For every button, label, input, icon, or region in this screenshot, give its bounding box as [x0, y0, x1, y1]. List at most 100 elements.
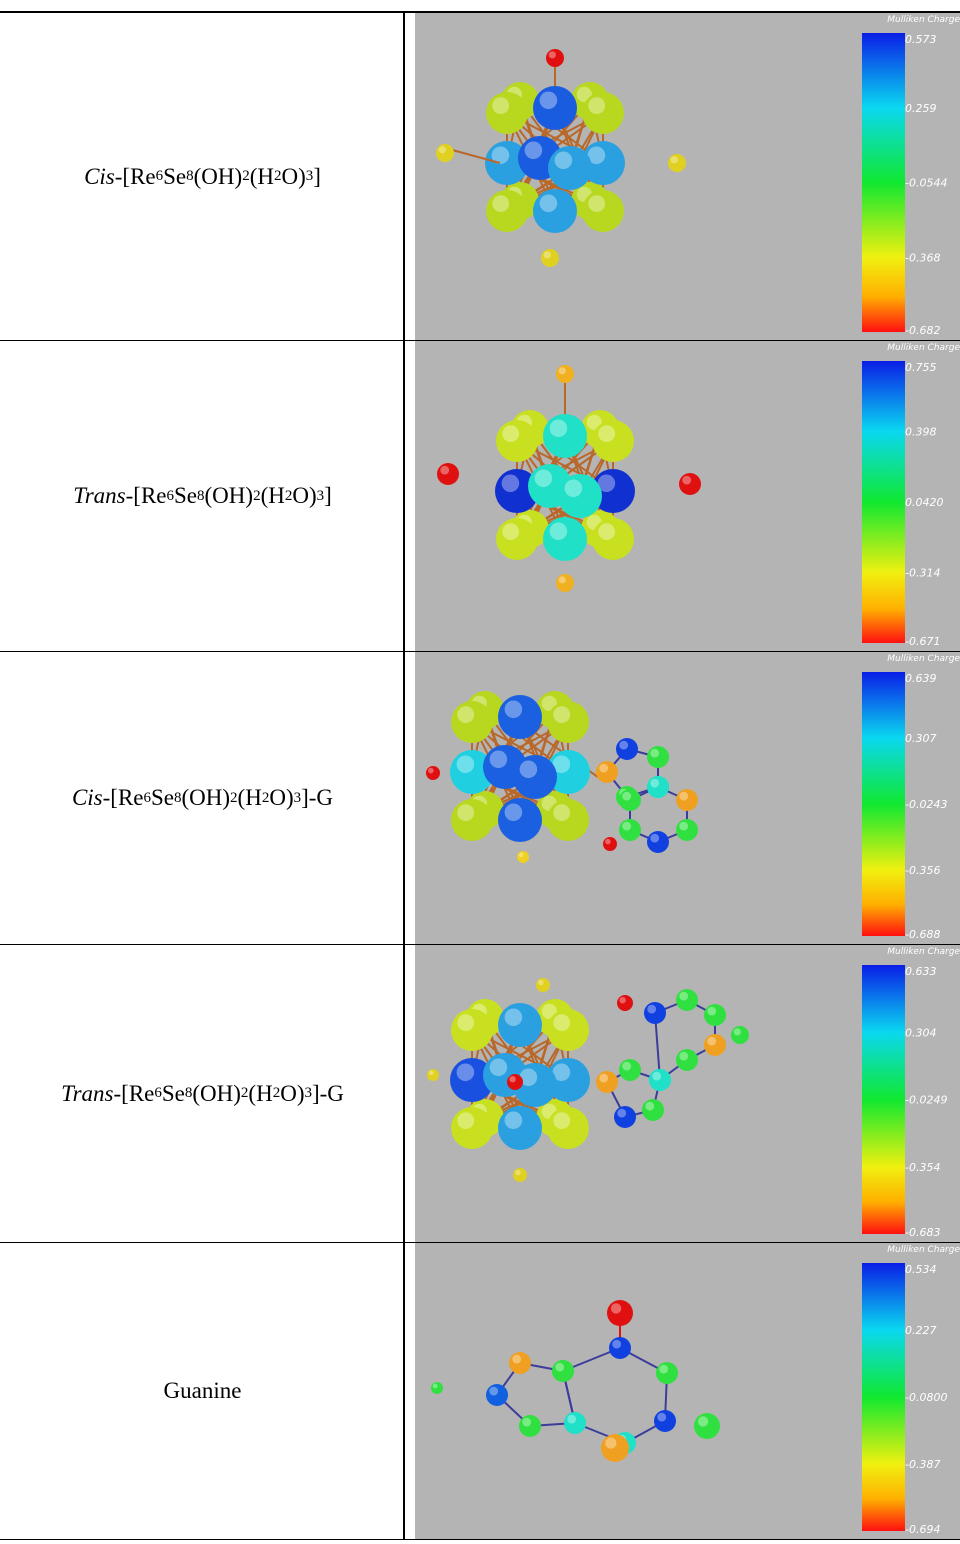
atom: [556, 574, 574, 592]
atom: [513, 755, 557, 799]
atom: [601, 1434, 629, 1462]
label-subscript: 2: [230, 790, 238, 807]
label-text: Se: [174, 483, 197, 509]
atom: [647, 746, 669, 768]
colorbar-tick-label: 0.755: [905, 361, 937, 374]
atom: [498, 1003, 542, 1047]
label-subscript: 2: [274, 168, 282, 185]
colorbar-tick-label: 0.398: [905, 426, 937, 439]
atom-highlight: [457, 804, 474, 821]
atom-highlight: [505, 1009, 523, 1027]
atom-highlight: [457, 1112, 474, 1129]
atom: [642, 1099, 664, 1121]
label-italic: Trans: [61, 1081, 113, 1107]
atom: [426, 766, 440, 780]
atom: [676, 819, 698, 841]
atom-highlight: [490, 751, 508, 769]
atom: [607, 1300, 633, 1326]
atom-highlight: [567, 1415, 576, 1424]
colorbar-tick-label: -0.356: [905, 864, 940, 877]
label-italic: Cis: [84, 164, 115, 190]
atom-highlight: [525, 142, 543, 160]
atom: [609, 1337, 631, 1359]
colorbar-title: Mulliken Charge: [887, 343, 960, 353]
atom: [656, 1362, 678, 1384]
atom-highlight: [433, 1384, 438, 1389]
atom-highlight: [457, 1014, 474, 1031]
atom: [619, 789, 641, 811]
atom: [592, 518, 634, 560]
colorbar: [862, 361, 905, 643]
atom: [427, 1069, 439, 1081]
atom-highlight: [553, 1112, 570, 1129]
figure-table: Cis-[Re6Se8(OH)2(H2O)3]Mulliken Charge0.…: [0, 0, 960, 1539]
atom: [619, 1059, 641, 1081]
atom-highlight: [559, 367, 566, 374]
atom-highlight: [492, 97, 509, 114]
atom-highlight: [598, 425, 615, 442]
label-text: Se: [151, 785, 174, 811]
atom: [644, 1002, 666, 1024]
atom-highlight: [429, 1071, 434, 1076]
atom: [451, 701, 493, 743]
colorbar-tick-label: 0.304: [905, 1026, 937, 1039]
atom: [676, 789, 698, 811]
atom-highlight: [502, 523, 519, 540]
atom: [679, 473, 701, 495]
colorbar-tick-label: 0.633: [905, 965, 937, 978]
label-text: (OH): [205, 483, 254, 509]
atom-highlight: [659, 1365, 668, 1374]
column-rule: [403, 13, 405, 340]
atom: [507, 1074, 523, 1090]
atom: [451, 799, 493, 841]
atom: [519, 1415, 541, 1437]
atom-highlight: [540, 195, 558, 213]
label-subscript: 8: [174, 790, 182, 807]
atom: [498, 1106, 542, 1150]
atom: [676, 1049, 698, 1071]
atom: [496, 518, 538, 560]
atom: [603, 837, 617, 851]
atom: [437, 463, 459, 485]
atom-highlight: [502, 425, 519, 442]
label-subscript: 6: [167, 488, 175, 505]
colorbar-tick-label: -0.688: [905, 928, 940, 941]
colorbar-tick-label: 0.573: [905, 33, 937, 46]
atom: [517, 851, 529, 863]
label-italic: Cis: [72, 785, 103, 811]
atom: [496, 420, 538, 462]
atom-highlight: [622, 822, 631, 831]
atom: [564, 1412, 586, 1434]
atom: [731, 1026, 749, 1044]
atom: [509, 1352, 531, 1374]
atom-highlight: [647, 1005, 656, 1014]
atom: [704, 1034, 726, 1056]
atom: [486, 92, 528, 134]
colorbar: [862, 672, 905, 936]
atom-highlight: [588, 97, 605, 114]
label-text: O): [292, 483, 316, 509]
colorbar: [862, 1263, 905, 1531]
atom: [617, 995, 633, 1011]
atom-highlight: [515, 1170, 521, 1176]
atom: [668, 154, 686, 172]
column-rule: [403, 1243, 405, 1539]
label-text: ]-G: [312, 1081, 344, 1107]
colorbar-title: Mulliken Charge: [887, 1245, 960, 1255]
atom: [596, 1071, 618, 1093]
label-text: Guanine: [164, 1378, 242, 1404]
atom-highlight: [502, 475, 520, 493]
atom-highlight: [439, 146, 446, 153]
atom: [431, 1382, 443, 1394]
colorbar-title: Mulliken Charge: [887, 947, 960, 957]
molecule-panel: Mulliken Charge0.5730.259-0.0544-0.368-0…: [415, 13, 960, 340]
label-text: -[Re: [126, 483, 167, 509]
atom-highlight: [535, 470, 553, 488]
label-subscript: 2: [273, 1085, 281, 1102]
molecule-image: Mulliken Charge0.5340.227-0.0800-0.387-0…: [415, 1243, 960, 1539]
row-rule: [0, 1539, 960, 1540]
molecule-image: Mulliken Charge0.7550.3980.0420-0.314-0.…: [415, 341, 960, 651]
atom-highlight: [555, 152, 573, 170]
atom-highlight: [549, 51, 556, 58]
